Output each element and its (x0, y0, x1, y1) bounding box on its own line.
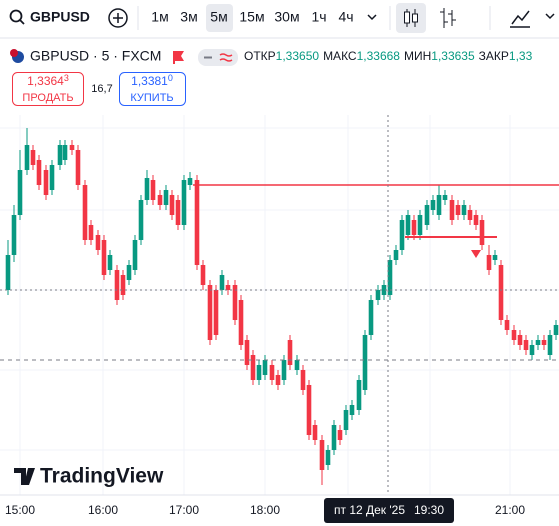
timeframe[interactable]: 4ч (338, 9, 353, 25)
time-label: 15:00 (5, 503, 35, 517)
sell-price: 1,33643 (27, 73, 69, 88)
buy-price: 1,33810 (131, 73, 173, 88)
bars-button[interactable] (440, 8, 456, 28)
time-label: 18:00 (250, 503, 280, 517)
candles (5, 128, 559, 485)
add-symbol[interactable] (108, 8, 128, 28)
pill[interactable] (198, 49, 238, 66)
search-icon (19, 19, 25, 25)
search-icon[interactable] (9, 9, 23, 23)
buy-button[interactable] (119, 72, 186, 106)
dropdown[interactable] (367, 14, 377, 21)
candles-button[interactable] (396, 3, 426, 33)
timeframe[interactable]: 5м (210, 9, 227, 25)
legend-bg (0, 42, 559, 70)
flag-icon (10, 49, 18, 57)
time-label: 17:00 (169, 503, 199, 517)
candles-icon (412, 13, 418, 23)
flag-marker[interactable] (173, 51, 184, 64)
logo-icon (28, 468, 34, 474)
timeframe[interactable]: 30м (274, 9, 299, 25)
active-timeframe (206, 4, 233, 32)
symbol[interactable]: GBPUSD (30, 9, 90, 25)
time-label: 21:00 (495, 503, 525, 517)
sell-arrow (471, 250, 481, 258)
logo-text: TradingView (40, 465, 164, 488)
timeframe[interactable]: 3м (180, 9, 197, 25)
timeframe[interactable]: 15м (239, 9, 264, 25)
legend-title: GBPUSD · 5 · FXCM (30, 48, 161, 64)
buy-label: КУПИТЬ (130, 92, 173, 104)
more-button[interactable] (545, 13, 555, 20)
cursor-date: пт 12 Дек '25 (334, 503, 405, 517)
toolbar: GBPUSD 1м 3м 5м 15м 30м 1ч 4ч (0, 3, 559, 39)
grid-lines (0, 115, 559, 495)
down-bodies (30, 145, 547, 470)
grid (0, 115, 559, 495)
timeframe[interactable]: 1м (151, 9, 168, 25)
spread: 16,7 (91, 83, 112, 95)
add-symbol-icon (113, 13, 123, 23)
ohlc: ОТКР1,33650 МАКС1,33668 МИН1,33635 ЗАКР1,33 (244, 49, 533, 63)
sell-label: ПРОДАТЬ (22, 92, 73, 104)
indicators-button[interactable] (510, 10, 530, 28)
timeframe[interactable]: 1ч (311, 9, 326, 25)
candles-icon (404, 11, 410, 24)
cursor-time-box (324, 498, 454, 523)
sell-button[interactable] (12, 72, 84, 106)
time-label: 16:00 (88, 503, 118, 517)
cursor-time: 19:30 (414, 503, 444, 517)
pill-icon (219, 53, 233, 62)
up-bodies (5, 145, 559, 465)
